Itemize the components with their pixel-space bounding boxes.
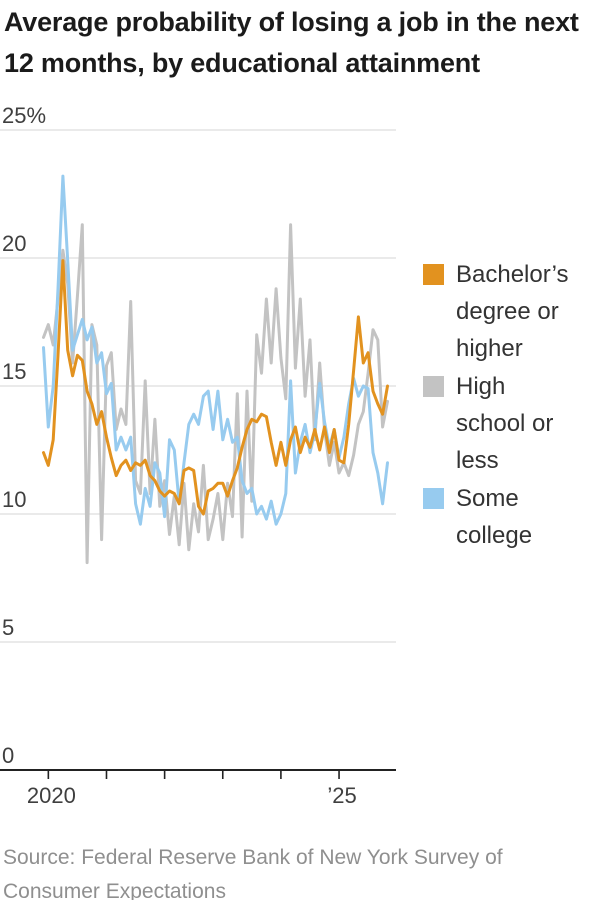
source-note-line1: Source: Federal Reserve Bank of New York…: [3, 846, 503, 869]
series-line-high-school-or-less: [42, 223, 389, 565]
legend-label-line: High: [456, 373, 506, 400]
chart-legend: Bachelor’s degree or higher High school or le…: [420, 256, 598, 555]
legend-swatch-icon: [423, 376, 444, 397]
legend-label-line: Bachelor’s: [456, 261, 569, 288]
legend-item-bachelor-s-degree-or-higher: Bachelor’s degree or higher: [420, 256, 598, 367]
legend-label-line: less: [456, 447, 499, 474]
y-tick-label-15: 15: [2, 359, 26, 384]
x-tick-label-2025: ’25: [327, 783, 356, 808]
series-line-some-college: [42, 174, 389, 526]
legend-label-line: higher: [456, 335, 523, 362]
legend-item-some-college: Some college: [420, 480, 598, 554]
legend-label-line: college: [456, 522, 533, 549]
chart-title-line1: Average probability of losing a job in t…: [4, 7, 579, 37]
legend-swatch-icon: [423, 488, 444, 509]
chart-title: Average probability of losing a job in t…: [4, 2, 596, 84]
series-line-bachelor-s-degree-or-higher: [42, 259, 389, 516]
y-tick-label-10: 10: [2, 487, 26, 512]
x-tick-label-2020: 2020: [27, 783, 76, 808]
legend-label: Some college: [456, 480, 598, 554]
legend-item-high-school-or-less: High school or less: [420, 368, 598, 479]
y-tick-label-25: 25%: [2, 103, 46, 128]
chart-title-line2: 12 months, by educational attainment: [4, 48, 480, 78]
legend-label-line: school or: [456, 410, 554, 437]
legend-label-line: Some: [456, 485, 519, 512]
legend-swatch-icon: [423, 264, 444, 285]
y-tick-label-20: 20: [2, 231, 26, 256]
legend-label: Bachelor’s degree or higher: [456, 256, 598, 367]
legend-label-line: degree or: [456, 298, 559, 325]
y-tick-label-0: 0: [2, 743, 14, 768]
source-note: Source: Federal Reserve Bank of New York…: [3, 841, 597, 900]
y-tick-label-5: 5: [2, 615, 14, 640]
source-note-line2: Consumer Expectations: [3, 880, 226, 900]
legend-label: High school or less: [456, 368, 598, 479]
job-loss-probability-line-chart: 25% 20 15 10 5 0 2020 ’25: [0, 103, 396, 808]
